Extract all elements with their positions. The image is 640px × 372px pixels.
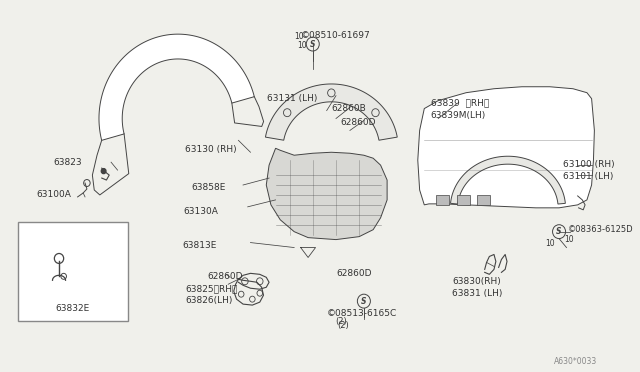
Text: 63823: 63823 — [53, 158, 82, 167]
Text: A630*0033: A630*0033 — [554, 357, 598, 366]
Text: 63825〈RH〉: 63825〈RH〉 — [186, 284, 238, 293]
Circle shape — [101, 169, 106, 174]
Text: 10: 10 — [297, 41, 307, 50]
Polygon shape — [266, 148, 387, 240]
Text: 10: 10 — [564, 235, 573, 244]
Text: 63839  〈RH〉: 63839 〈RH〉 — [431, 99, 489, 108]
Text: S: S — [310, 39, 316, 49]
Text: 10: 10 — [294, 32, 303, 41]
Bar — [18, 222, 128, 321]
Text: 63100A: 63100A — [36, 190, 72, 199]
Text: (2): (2) — [336, 317, 348, 326]
Polygon shape — [266, 84, 397, 140]
Text: 62860D: 62860D — [340, 118, 376, 126]
Text: 10: 10 — [545, 239, 555, 248]
Bar — [436, 195, 449, 205]
Text: ©08363-6125D: ©08363-6125D — [568, 225, 634, 234]
Text: 63830(RH): 63830(RH) — [452, 277, 501, 286]
Text: 63839M(LH): 63839M(LH) — [431, 110, 486, 119]
Text: 63858E: 63858E — [191, 183, 225, 192]
Text: (2): (2) — [337, 321, 349, 330]
Bar — [477, 195, 490, 205]
Text: ©08513-6165C: ©08513-6165C — [326, 309, 397, 318]
Polygon shape — [451, 156, 565, 204]
Text: 63131 (LH): 63131 (LH) — [268, 94, 317, 103]
Text: 63832E: 63832E — [56, 304, 90, 313]
Polygon shape — [418, 87, 595, 208]
Bar — [457, 195, 470, 205]
Text: 62860B: 62860B — [332, 104, 366, 113]
Text: ©08510-61697: ©08510-61697 — [301, 31, 371, 40]
Text: 62860D: 62860D — [208, 272, 243, 281]
Text: 63813E: 63813E — [182, 241, 217, 250]
Text: 63100 (RH): 63100 (RH) — [563, 160, 614, 169]
Text: 63826(LH): 63826(LH) — [186, 296, 233, 305]
Text: 62860D: 62860D — [336, 269, 371, 278]
Polygon shape — [99, 34, 254, 140]
Text: 63101 (LH): 63101 (LH) — [563, 172, 613, 181]
Text: 63831 (LH): 63831 (LH) — [452, 289, 502, 298]
Text: 63130 (RH): 63130 (RH) — [186, 145, 237, 154]
Text: S: S — [361, 296, 367, 306]
Text: 63130A: 63130A — [184, 207, 218, 216]
Text: S: S — [556, 227, 562, 236]
